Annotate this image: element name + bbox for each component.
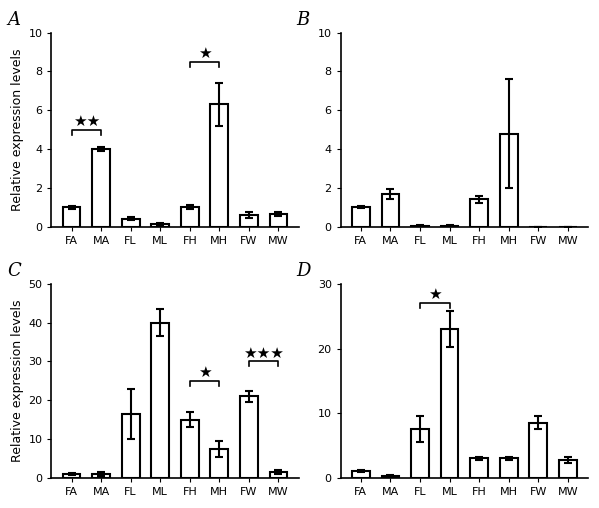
Y-axis label: Relative expression levels: Relative expression levels	[11, 300, 24, 462]
Text: D: D	[297, 262, 311, 280]
Bar	[122, 219, 140, 227]
Bar	[382, 194, 400, 227]
Bar	[63, 474, 80, 478]
Bar	[500, 134, 518, 227]
Bar	[411, 429, 429, 478]
Y-axis label: Relative expression levels: Relative expression levels	[11, 48, 24, 211]
Text: ★★★: ★★★	[243, 345, 284, 361]
Bar	[92, 474, 110, 478]
Bar	[152, 224, 169, 227]
Bar	[352, 207, 370, 227]
Text: ★: ★	[198, 46, 211, 61]
Bar	[210, 105, 228, 227]
Bar	[240, 215, 258, 227]
Bar	[181, 207, 199, 227]
Bar	[92, 149, 110, 227]
Bar	[559, 460, 577, 478]
Bar	[122, 414, 140, 478]
Bar	[382, 476, 400, 478]
Bar	[270, 472, 288, 478]
Bar	[470, 200, 488, 227]
Text: C: C	[7, 262, 21, 280]
Text: ★: ★	[198, 365, 211, 380]
Bar	[500, 458, 518, 478]
Bar	[411, 226, 429, 227]
Bar	[352, 471, 370, 478]
Text: A: A	[7, 11, 20, 29]
Bar	[181, 420, 199, 478]
Bar	[63, 207, 80, 227]
Bar	[441, 226, 458, 227]
Bar	[152, 323, 169, 478]
Text: ★: ★	[428, 288, 441, 302]
Text: ★★: ★★	[72, 114, 100, 129]
Bar	[530, 423, 547, 478]
Bar	[470, 458, 488, 478]
Bar	[270, 214, 288, 227]
Bar	[240, 396, 258, 478]
Bar	[210, 449, 228, 478]
Bar	[441, 329, 458, 478]
Text: B: B	[297, 11, 310, 29]
